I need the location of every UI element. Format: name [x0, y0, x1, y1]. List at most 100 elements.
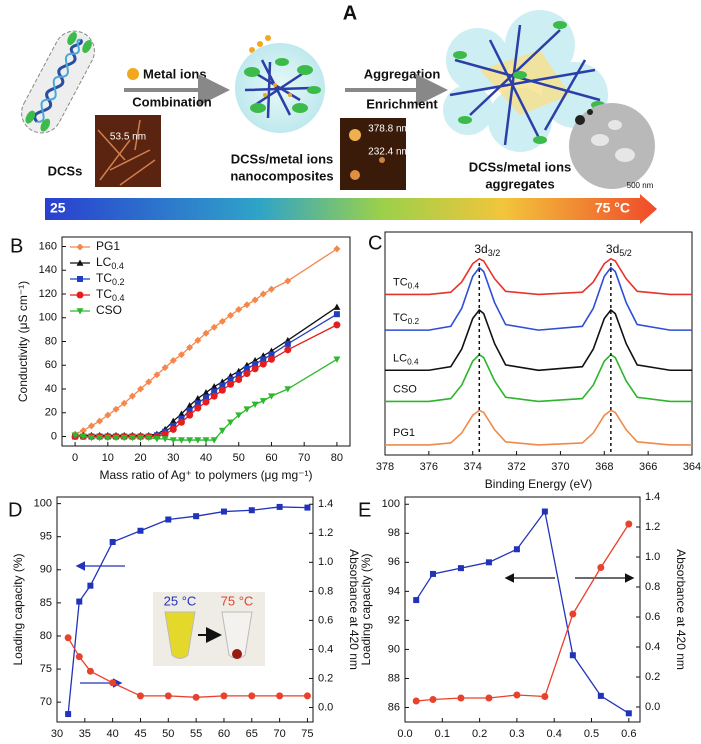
- marker: [210, 437, 218, 444]
- dcs-label: DCSs: [48, 163, 83, 178]
- marker: [211, 388, 218, 395]
- marker: [192, 693, 200, 701]
- marker: [541, 693, 549, 700]
- marker: [597, 564, 605, 571]
- y-tick-label: 100: [39, 312, 57, 324]
- subscript: 0.2: [112, 277, 125, 287]
- legend-label: CSO: [96, 303, 122, 317]
- series-line: [75, 324, 338, 438]
- marker: [137, 385, 145, 393]
- temp-label: 25: [50, 200, 66, 216]
- inset-label: 75 °C: [221, 593, 254, 608]
- x-tick-label: 60: [218, 728, 230, 740]
- y-tick-label: 80: [40, 630, 52, 642]
- marker: [202, 398, 210, 406]
- text-main: TC: [96, 271, 112, 285]
- plot-frame: [384, 231, 693, 456]
- x-tick-label: 45: [134, 728, 146, 740]
- marker: [169, 425, 177, 433]
- annotation-label: 3d5/2: [606, 242, 632, 258]
- stage-label: nanocomposites: [230, 168, 333, 183]
- y2-axis-title: Absorbance at 420 nm: [347, 549, 361, 670]
- y2-axis-title: Absorbance at 420 nm: [674, 549, 688, 670]
- y-tick-label: 94: [388, 585, 400, 597]
- text-main: LC: [393, 352, 407, 364]
- y-tick-label: 0: [51, 430, 57, 442]
- x-tick-label: 372: [507, 461, 525, 473]
- tube: [164, 611, 196, 659]
- marker: [412, 697, 420, 705]
- marker: [220, 508, 227, 515]
- x-axis-title: Mass ratio of Ag⁺ to polymers (μg mg⁻¹): [100, 468, 313, 482]
- y-tick-label: 40: [45, 383, 57, 395]
- x-tick-label: 0.0: [397, 728, 412, 740]
- x-tick-label: 50: [233, 452, 245, 464]
- marker: [248, 692, 256, 700]
- metal-ion-icon: [127, 68, 139, 80]
- y-tick-label: 160: [39, 240, 57, 252]
- x-tick-label: 60: [265, 452, 277, 464]
- text-main: TC: [393, 312, 408, 324]
- y2-tick-label: 0.4: [645, 641, 660, 653]
- stage-label: DCSs/metal ions: [231, 151, 334, 166]
- marker: [202, 389, 210, 396]
- x-tick-label: 0.6: [621, 728, 636, 740]
- marker: [165, 516, 172, 523]
- series-label: TC0.2: [393, 312, 420, 326]
- marker: [413, 597, 420, 604]
- step-label: Aggregation: [364, 66, 441, 81]
- marker: [128, 434, 136, 442]
- x-tick-label: 0.3: [509, 728, 524, 740]
- y2-tick-label: 0.6: [645, 611, 660, 623]
- marker: [513, 691, 521, 699]
- y2-tick-label: 1.2: [318, 527, 333, 539]
- series-line: [385, 353, 692, 403]
- marker: [251, 296, 259, 304]
- marker: [284, 386, 292, 393]
- afm-image: [95, 115, 161, 187]
- marker: [210, 383, 218, 390]
- marker: [227, 311, 235, 319]
- marker: [153, 371, 161, 379]
- y-tick-label: 98: [388, 527, 400, 539]
- tem-detail: [575, 115, 585, 125]
- size-label: 53.5 nm: [110, 132, 146, 143]
- marker: [218, 427, 226, 435]
- panel-label: B: [10, 235, 23, 257]
- x-tick-label: 30: [51, 728, 63, 740]
- y-tick-label: 95: [40, 531, 52, 543]
- series-line: [385, 257, 692, 296]
- marker: [161, 430, 169, 438]
- marker: [243, 365, 250, 372]
- marker: [161, 436, 169, 443]
- y-tick-label: 20: [45, 407, 57, 419]
- marker: [71, 432, 79, 439]
- y-tick-label: 100: [34, 498, 52, 510]
- marker: [87, 422, 95, 430]
- marker: [227, 376, 234, 383]
- y-tick-label: 96: [388, 556, 400, 568]
- marker: [96, 417, 104, 425]
- marker: [235, 412, 243, 419]
- marker: [625, 520, 633, 528]
- marker: [65, 711, 72, 718]
- marker: [243, 301, 251, 309]
- y-tick-label: 90: [388, 643, 400, 655]
- afm-fibers: [97, 119, 156, 186]
- x-tick-label: 0.4: [547, 728, 562, 740]
- marker: [193, 513, 200, 520]
- marker: [153, 436, 161, 443]
- subscript: 3/2: [488, 248, 501, 258]
- marker: [333, 303, 341, 310]
- marker: [243, 370, 251, 378]
- x-tick-label: 366: [639, 461, 657, 473]
- marker: [485, 559, 492, 566]
- x-tick-label: 80: [331, 452, 343, 464]
- marker: [569, 610, 577, 618]
- marker: [178, 415, 185, 422]
- tem-detail: [615, 148, 635, 162]
- y2-tick-label: 0.0: [645, 701, 660, 713]
- tem-detail: [587, 109, 593, 115]
- marker: [235, 376, 243, 383]
